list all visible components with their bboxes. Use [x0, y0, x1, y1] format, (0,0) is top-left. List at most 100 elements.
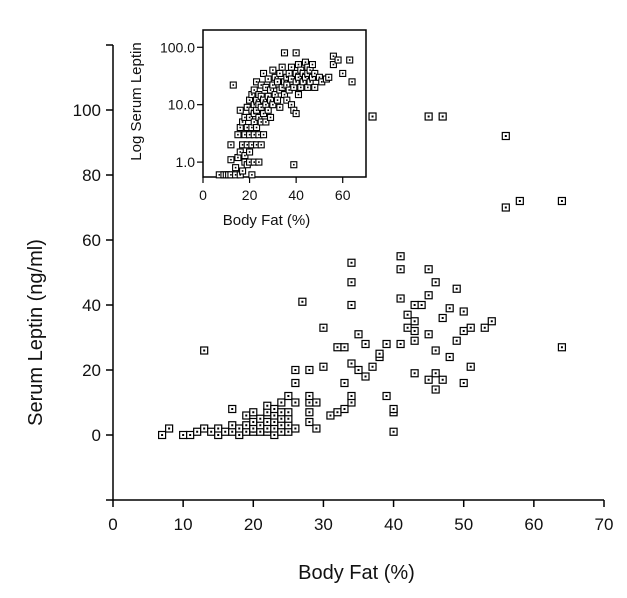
data-point-dot: [280, 417, 283, 420]
inset-data-point-dot: [295, 72, 297, 75]
inset-data-point-dot: [279, 72, 281, 75]
inset-data-point-dot: [239, 109, 242, 112]
inset-data-point-dot: [293, 163, 295, 166]
data-point: [333, 343, 342, 352]
inset-y-tick-label: 100.0: [160, 39, 195, 55]
data-point: [480, 323, 489, 332]
inset-data-point-dot: [253, 161, 256, 163]
data-point-dot: [266, 427, 269, 430]
x-axis-title: Body Fat (%): [298, 562, 415, 584]
inset-data-point: [273, 78, 282, 86]
data-point-dot: [427, 115, 430, 118]
inset-data-point-dot: [290, 66, 293, 68]
inset-data-point-dot: [246, 106, 249, 109]
inset-data-point: [294, 91, 303, 99]
data-point-dot: [343, 408, 346, 410]
data-point-dot: [280, 401, 283, 404]
inset-data-point: [266, 113, 275, 121]
inset-data-point: [236, 106, 244, 114]
inset-data-point: [246, 148, 254, 156]
data-point-dot: [287, 424, 290, 427]
data-point: [347, 391, 356, 401]
inset-data-point-dot: [244, 116, 246, 119]
y-tick-label: 100: [73, 101, 101, 120]
data-point-dot: [252, 421, 255, 423]
inset-data-point-dot: [251, 174, 253, 176]
data-point-dot: [371, 365, 374, 368]
main-plot: 0 20 40 60 80 100 0 10 20 30 40 50 60 70 Body Fat (%) S…: [25, 44, 613, 584]
inset-data-point-dot: [258, 161, 260, 163]
data-point: [445, 352, 454, 362]
data-point-dot: [329, 414, 332, 417]
data-point: [431, 346, 440, 355]
data-point: [410, 336, 419, 345]
data-point: [501, 131, 510, 141]
data-point: [396, 265, 405, 274]
data-point: [515, 196, 524, 206]
data-point-dot: [350, 401, 353, 404]
inset-data-point-dot: [288, 72, 290, 75]
inset-data-point-dot: [332, 63, 335, 66]
inset-data-point-dot: [258, 116, 260, 119]
inset-data-point-dot: [272, 84, 274, 86]
inset-data-point-dot: [253, 133, 256, 136]
inset-data-point: [236, 148, 244, 156]
inset-data-point: [311, 69, 319, 78]
inset-data-point-dot: [267, 109, 269, 112]
data-point: [382, 339, 391, 349]
data-point-dot: [259, 417, 262, 420]
data-point-dot: [273, 427, 276, 430]
inset-data-point-dot: [274, 93, 276, 96]
data-point: [347, 258, 356, 267]
data-point-dot: [343, 346, 346, 349]
inset-x-tick-label: 40: [288, 187, 304, 203]
data-point: [403, 323, 412, 332]
data-point-dot: [231, 424, 234, 427]
data-point: [291, 398, 300, 407]
inset-data-point-dot: [327, 76, 330, 79]
inset-data-point: [283, 96, 291, 104]
data-point-dot: [238, 427, 241, 430]
data-point: [396, 339, 405, 349]
inset-data-point: [292, 49, 300, 57]
inset-data-point-dot: [255, 144, 258, 146]
data-point-dot: [308, 411, 311, 414]
data-point: [305, 391, 314, 401]
inset-data-point-dot: [313, 86, 316, 89]
inset-data-point-dot: [251, 126, 253, 129]
inset-data-point-dot: [258, 133, 260, 136]
inset-data-point-dot: [239, 151, 242, 153]
data-point-dot: [245, 424, 248, 427]
data-point-dot: [308, 401, 311, 404]
data-point: [466, 323, 475, 332]
inset-data-point-dot: [302, 72, 304, 75]
data-point-dot: [273, 434, 276, 436]
data-point-dot: [434, 372, 437, 375]
data-point: [354, 330, 363, 339]
data-point: [263, 401, 272, 410]
data-point-dot: [343, 382, 346, 384]
data-point-dot: [560, 346, 563, 349]
data-point: [291, 378, 300, 388]
inset-data-point: [294, 73, 303, 81]
data-point: [200, 346, 209, 355]
data-point: [326, 411, 335, 420]
inset-data-point-dot: [237, 133, 239, 136]
data-point-dot: [413, 330, 416, 332]
y-tick-label: 40: [82, 296, 101, 315]
x-tick-label: 0: [108, 515, 117, 534]
inset-data-point: [334, 56, 342, 64]
data-point-dot: [350, 395, 353, 397]
data-point-dot: [385, 395, 388, 397]
inset-data-point-dot: [286, 76, 288, 79]
data-point-dot: [441, 115, 444, 118]
data-point-dot: [427, 294, 430, 297]
inset-plot: 0 20 40 60 1.0 10.0 100.0 Body Fat (%) Log Serum…: [128, 29, 367, 229]
data-point: [396, 252, 405, 261]
inset-y-tick-label: 10.0: [168, 97, 195, 113]
data-point: [256, 414, 265, 423]
data-point: [284, 408, 293, 417]
inset-y-tick-label: 1.0: [176, 154, 196, 170]
inset-data-point-dot: [351, 81, 353, 83]
x-tick-label: 60: [524, 515, 543, 534]
